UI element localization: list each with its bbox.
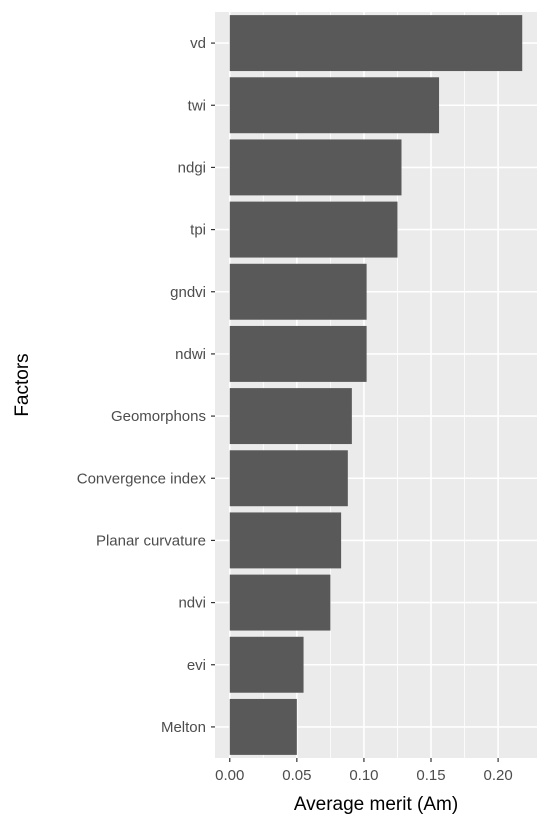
y-tick-label: ndwi [175,346,206,363]
x-tick-label: 0.00 [215,767,244,784]
plot-panel [215,12,537,758]
y-tick-label: gndvi [170,284,206,301]
grid-minor [262,12,465,758]
x-axis: 0.00 0.05 0.10 0.15 0.20 [215,758,513,784]
y-tick-label: twi [188,97,206,114]
bars [229,15,523,755]
bar [229,388,352,445]
y-axis: vd twi ndgi tpi gndvi ndwi Geomorphons Converge… [77,35,215,736]
y-tick-label: tpi [190,222,206,239]
x-tick-label: 0.05 [282,767,311,784]
bar [229,574,331,631]
x-tick-label: 0.10 [349,767,378,784]
bar [229,201,398,258]
x-tick-label: 0.15 [416,767,445,784]
bar [229,139,402,196]
bar [229,263,367,320]
bar [229,77,440,134]
bar [229,698,297,755]
bar [229,636,304,693]
y-tick-label: evi [187,657,206,674]
y-tick-label: ndvi [178,595,206,612]
bar [229,512,342,569]
x-tick-label: 0.20 [483,767,512,784]
bar [229,325,367,382]
y-tick-label: vd [190,35,206,52]
y-tick-label: Planar curvature [96,532,206,549]
y-axis-title: Factors [12,353,33,416]
bar [229,15,523,72]
y-tick-label: Convergence index [77,470,207,487]
y-tick-label: Melton [161,719,206,736]
x-axis-title: Average merit (Am) [294,794,458,815]
bar [229,450,348,507]
y-tick-label: Geomorphons [111,408,206,425]
y-tick-label: ndgi [178,159,206,176]
